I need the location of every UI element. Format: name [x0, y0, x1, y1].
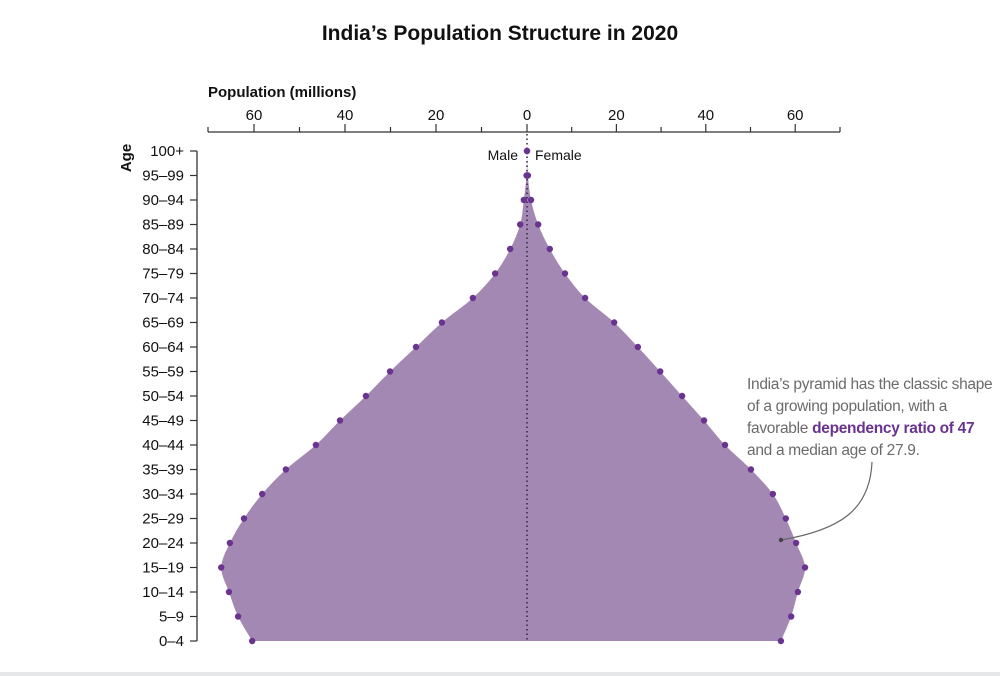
male-data-point	[282, 466, 290, 473]
male-data-point	[516, 221, 524, 228]
female-data-point	[777, 637, 785, 645]
male-data-point	[240, 515, 248, 522]
male-label: Male	[488, 147, 519, 163]
female-data-point	[721, 441, 729, 449]
x-tick-label-left: 20	[428, 107, 445, 124]
annotation-highlight: dependency ratio of 47	[812, 420, 975, 437]
male-data-point	[438, 319, 446, 326]
male-data-point	[362, 392, 370, 400]
female-data-point	[678, 392, 686, 400]
x-tick-label-right: 60	[787, 107, 804, 124]
x-axis: 60 40 20 0 20 40 60	[207, 107, 841, 133]
y-tick-label: 85–89	[142, 217, 184, 234]
chart-title: India’s Population Structure in 2020	[321, 22, 679, 45]
y-tick-label: 0–4	[159, 633, 184, 650]
male-data-point	[248, 637, 256, 645]
y-tick-label: 65–69	[142, 315, 184, 332]
male-data-point	[218, 564, 225, 571]
y-tick-label: 20–24	[142, 535, 184, 552]
y-tick-label: 70–74	[142, 290, 184, 307]
x-tick-label-right: 40	[697, 107, 714, 124]
female-data-point	[769, 490, 777, 498]
y-tick-label: 55–59	[142, 364, 184, 381]
male-data-point	[412, 343, 420, 351]
male-data-point	[225, 588, 233, 596]
y-tick-label: 95–99	[142, 168, 184, 185]
female-data-point	[801, 564, 809, 571]
female-data-point	[527, 196, 535, 204]
y-tick-label: 90–94	[142, 192, 184, 209]
male-data-point	[520, 196, 528, 204]
annotation-text-before: India’s pyramid has the classic shape of…	[747, 376, 993, 437]
male-data-point	[234, 613, 242, 620]
x-axis-title: Population (millions)	[208, 84, 356, 101]
male-data-point	[258, 490, 266, 498]
y-tick-label: 45–49	[142, 413, 184, 430]
female-data-point	[610, 319, 618, 326]
y-tick-label: 30–34	[142, 486, 184, 503]
male-data-point	[386, 368, 394, 375]
y-tick-label: 15–19	[142, 560, 184, 577]
y-tick-label: 40–44	[142, 437, 184, 454]
y-tick-label: 50–54	[142, 388, 184, 405]
y-tick-label: 35–39	[142, 462, 184, 479]
female-data-point	[794, 588, 802, 596]
x-tick-label-left: 0	[523, 107, 531, 124]
x-tick-label-left: 40	[337, 107, 354, 124]
y-axis-title: Age	[118, 144, 135, 172]
y-tick-label: 60–64	[142, 339, 184, 356]
female-data-point	[782, 515, 790, 522]
annotation-leader-dot	[778, 537, 784, 543]
female-data-point	[524, 172, 532, 179]
female-label: Female	[535, 147, 582, 163]
y-tick-label: 25–29	[142, 511, 184, 528]
y-tick-label: 75–79	[142, 266, 184, 283]
annotation-text: India’s pyramid has the classic shape of…	[747, 374, 997, 462]
female-data-point	[523, 147, 531, 155]
y-tick-label: 100+	[150, 143, 184, 160]
footer-bar	[0, 672, 1000, 676]
male-data-point	[336, 417, 344, 424]
y-tick-label: 10–14	[142, 584, 184, 601]
female-data-point	[581, 294, 589, 302]
annotation-text-after: and a median age of 27.9.	[747, 442, 920, 459]
female-data-point	[747, 466, 755, 473]
pyramid-area	[221, 151, 806, 641]
y-axis: 0–4 5–9 10–14 15–19 20–24 25–29 30–34 35–39 40–4…	[142, 143, 198, 650]
y-tick-label: 5–9	[159, 609, 184, 626]
female-data-point	[634, 343, 642, 351]
female-data-point	[546, 245, 553, 253]
x-tick-label-left: 60	[246, 107, 263, 124]
female-data-point	[561, 270, 569, 277]
male-data-point	[312, 441, 320, 449]
female-data-point	[792, 539, 800, 547]
female-data-point	[657, 368, 664, 375]
y-tick-label: 80–84	[142, 241, 184, 258]
female-data-point	[534, 221, 542, 228]
x-tick-label-right: 20	[608, 107, 625, 124]
male-data-point	[491, 270, 499, 277]
female-data-point	[787, 613, 795, 620]
male-data-point	[469, 294, 477, 302]
annotation-leader-line	[780, 461, 873, 541]
male-data-point	[226, 539, 234, 547]
data-points	[218, 147, 809, 645]
female-data-point	[700, 417, 708, 424]
male-data-point	[506, 245, 514, 253]
